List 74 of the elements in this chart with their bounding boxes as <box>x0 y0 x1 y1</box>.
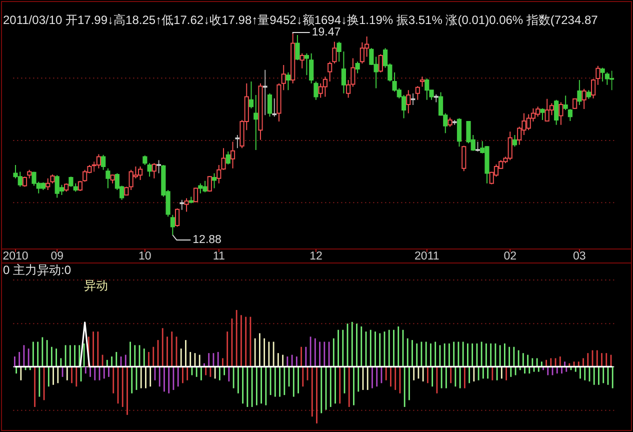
candlestick <box>110 174 115 184</box>
candlestick <box>322 76 328 98</box>
candlestick <box>572 98 578 110</box>
x-tick-label: 11 <box>212 250 225 262</box>
candlestick <box>170 214 175 236</box>
candlestick <box>456 118 462 148</box>
candlestick <box>78 180 83 192</box>
candlestick <box>174 208 180 228</box>
x-tick-label: 09 <box>50 250 64 262</box>
candlestick <box>188 196 194 204</box>
candlestick <box>355 61 360 74</box>
candlestick <box>586 90 591 100</box>
candlestick <box>596 65 600 86</box>
candlestick <box>591 78 596 99</box>
candlestick <box>212 172 217 189</box>
candlestick <box>476 141 480 152</box>
candlestick <box>22 176 28 188</box>
annotation: 12.88 <box>192 234 222 246</box>
x-tick-label: 2010 <box>2 250 28 262</box>
candlestick <box>406 90 411 114</box>
candlestick <box>295 34 300 61</box>
candlestick <box>540 108 545 121</box>
candlestick <box>193 187 198 203</box>
candlestick <box>267 92 272 118</box>
candlestick <box>286 72 291 91</box>
text: 2011/03/10 开17.99↓高18.25↑低17.62↓收17.98↑量9452↓额1694↓换1.19% 振3.51% 涨(0.01)0.06% 指数(7234.87 <box>3 13 598 27</box>
candlestick <box>101 154 106 170</box>
candlestick <box>106 168 110 189</box>
candlestick <box>300 52 304 69</box>
x-tick-label: 03 <box>573 250 586 262</box>
candlestick <box>156 160 161 174</box>
candlestick <box>258 82 263 140</box>
candlestick <box>27 169 32 179</box>
candlestick <box>262 69 268 116</box>
text: 异动 <box>84 278 108 292</box>
x-tick-label: 02 <box>504 250 517 262</box>
candlestick <box>248 81 254 109</box>
x-tick-label: 2011 <box>414 250 440 262</box>
candlestick <box>452 120 457 126</box>
candlestick <box>558 102 564 126</box>
candlestick <box>147 162 152 178</box>
candlestick <box>563 95 568 110</box>
candlestick <box>304 52 310 76</box>
candlestick <box>434 94 438 103</box>
candlestick <box>415 86 420 100</box>
candlestick <box>230 141 236 169</box>
text: 0 主力异动:0 <box>3 263 72 277</box>
candlestick <box>462 145 466 172</box>
candlestick <box>512 134 518 148</box>
candlestick <box>207 175 212 192</box>
candlestick <box>420 76 425 88</box>
candlestick <box>64 182 69 192</box>
candlestick <box>142 155 148 166</box>
candlestick <box>568 108 572 122</box>
candlestick <box>40 182 46 191</box>
candlestick <box>254 94 258 150</box>
candlestick <box>290 33 296 84</box>
candlestick <box>582 88 586 110</box>
candlestick <box>554 99 559 126</box>
candlestick <box>378 54 383 73</box>
candlestick <box>272 98 277 118</box>
annotation: 19.47 <box>312 26 341 38</box>
candlestick <box>235 134 240 149</box>
candlestick <box>124 186 129 196</box>
x-tick-label: 12 <box>310 250 322 262</box>
candlestick <box>96 154 102 169</box>
candlestick <box>448 117 452 128</box>
candlestick <box>180 199 184 210</box>
candlestick <box>152 162 156 179</box>
candlestick <box>226 151 230 165</box>
x-tick-label: 10 <box>138 250 152 262</box>
candlestick <box>410 93 416 106</box>
candlestick <box>577 79 582 106</box>
candlestick <box>184 198 189 212</box>
